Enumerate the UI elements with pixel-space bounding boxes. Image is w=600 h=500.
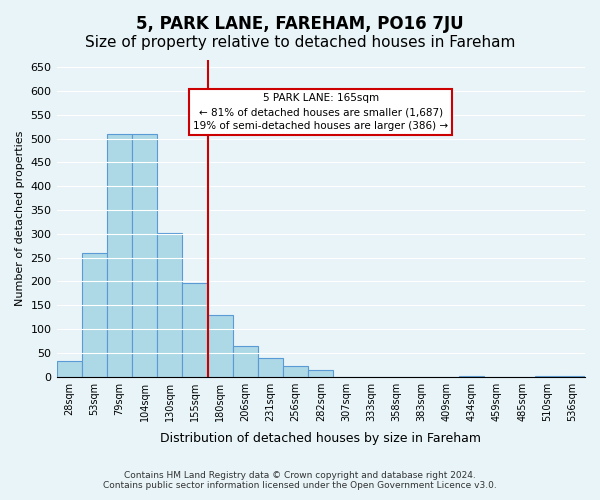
Bar [82,253,107,376]
Text: 5, PARK LANE, FAREHAM, PO16 7JU: 5, PARK LANE, FAREHAM, PO16 7JU [136,15,464,33]
Bar [208,315,233,376]
Bar [132,134,157,376]
Bar [56,362,82,376]
Bar [157,233,182,376]
X-axis label: Distribution of detached houses by size in Fareham: Distribution of detached houses by size … [160,432,481,445]
Text: Contains HM Land Registry data © Crown copyright and database right 2024.
Contai: Contains HM Land Registry data © Crown c… [103,470,497,490]
Text: Size of property relative to detached houses in Fareham: Size of property relative to detached ho… [85,35,515,50]
Bar [233,346,258,376]
Bar [258,358,283,376]
Bar [107,134,132,376]
Bar [182,283,208,376]
Bar [308,370,334,376]
Text: 5 PARK LANE: 165sqm
← 81% of detached houses are smaller (1,687)
19% of semi-det: 5 PARK LANE: 165sqm ← 81% of detached ho… [193,93,448,131]
Y-axis label: Number of detached properties: Number of detached properties [15,130,25,306]
Bar [283,366,308,376]
